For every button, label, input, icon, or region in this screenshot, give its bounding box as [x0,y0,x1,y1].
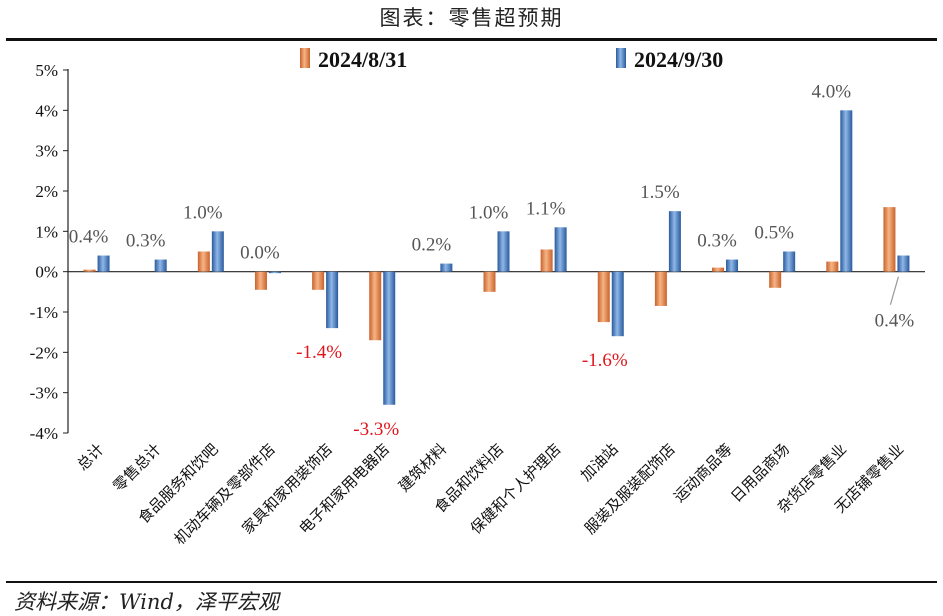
data-label: 0.4% [875,311,915,332]
legend: 2024/8/31 2024/9/30 [300,47,723,72]
chart-title: 图表：零售超预期 [379,6,564,30]
bar-series-1 [654,271,667,306]
bar-series-2 [97,255,110,272]
top-rule [6,38,937,41]
bar-chart: 5%4%3%2%1%0%-1%-2%-3%-4%总计 零售总计食品服务和饮吧机动车… [30,47,925,548]
data-label: -1.4% [296,342,342,363]
bar-series-2 [840,110,853,272]
x-category-label: 加油站 [577,440,622,485]
data-label: 0.0% [240,243,280,264]
bar-series-2 [668,211,681,272]
x-category-label: 建筑材料 [395,440,450,495]
y-tick-label: 4% [35,101,58,120]
bar-series-1 [312,271,325,290]
bar-series-2 [554,227,567,272]
y-tick-label: 2% [35,182,58,201]
bar-series-2 [326,271,339,329]
data-label: 0.4% [69,227,109,248]
y-tick-label: -4% [30,424,58,443]
y-tick-label: 0% [35,263,58,282]
bar-series-1 [254,271,267,290]
bar-series-2 [783,251,796,272]
bar-series-2 [383,271,396,405]
y-tick-label: -3% [30,384,58,403]
x-category-label: 机动车辆及零部件店 [171,440,279,548]
legend-label-series-1: 2024/8/31 [318,47,407,72]
bar-series-1 [883,207,896,272]
bar-series-2 [154,259,167,272]
source-note: 资料来源：Wind，泽平宏观 [14,590,279,614]
axes: 5%4%3%2%1%0%-1%-2%-3%-4%总计 零售总计食品服务和饮吧机动车… [30,61,925,548]
data-label: 0.2% [412,235,452,256]
bar-series-1 [712,267,725,272]
bar-series-2 [211,231,224,272]
bar-series-1 [769,271,782,288]
bar-series-1 [597,271,610,323]
data-label: -3.3% [353,419,399,440]
data-label: -1.6% [582,350,628,371]
y-tick-label: 1% [35,222,58,241]
bars [83,110,910,405]
x-category-label: 零售总计 [109,440,164,495]
x-category-label: 运动商品等 [670,440,736,506]
data-label: 1.1% [526,198,566,219]
bar-series-2 [611,271,624,337]
bottom-rule [6,581,937,583]
data-label: 0.3% [126,231,166,252]
bar-series-2 [897,255,910,272]
y-tick-label: 3% [35,142,58,161]
data-label: 1.0% [469,202,509,223]
y-tick-label: 5% [35,61,58,80]
bar-series-1 [540,249,553,272]
bar-series-1 [483,271,496,292]
bar-series-2 [726,259,739,272]
bar-series-2 [440,263,453,272]
y-tick-label: -2% [30,343,58,362]
data-label: 0.3% [697,231,737,252]
bar-series-1 [826,261,839,272]
x-category-label: 总计 [73,440,107,474]
y-tick-label: -1% [30,303,58,322]
data-label: 1.0% [183,202,223,223]
bar-series-2 [497,231,510,272]
bar-series-1 [197,251,210,272]
legend-label-series-2: 2024/9/30 [634,47,723,72]
label-leader-line [889,276,900,305]
legend-swatch-series-1 [300,48,310,68]
data-label: 4.0% [812,81,852,102]
data-labels: 0.4% 0.3% 1.0% 0.0% -1.4% -3.3% 0.2% 1.0% 1.1% -1… [69,81,915,439]
data-label: 1.5% [640,182,680,203]
legend-swatch-series-2 [616,48,626,68]
bar-series-1 [369,271,382,341]
data-label: 0.5% [754,223,794,244]
bar-series-1 [83,269,96,272]
bar-series-2 [268,271,281,274]
